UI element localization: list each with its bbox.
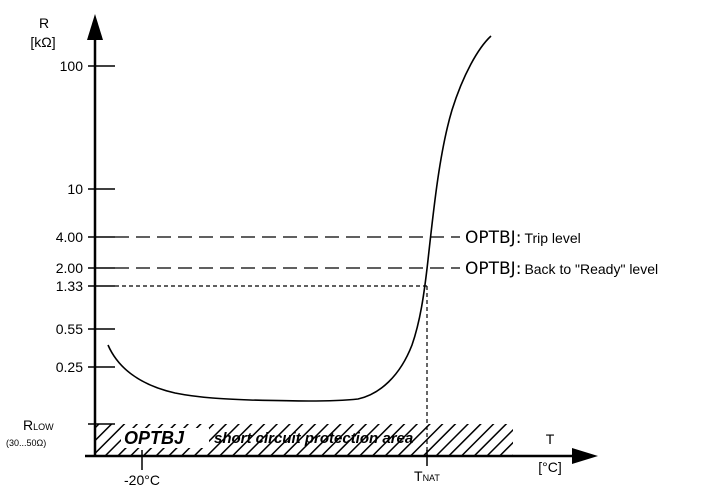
trip-level-text: Trip level: [524, 230, 580, 246]
y-tick-label: 1.33: [56, 278, 83, 294]
y-axis-unit: [kΩ]: [30, 34, 55, 50]
hatched-label-bg: [121, 428, 209, 448]
x-axis-arrow: [572, 448, 598, 464]
tnat-main: T: [414, 468, 423, 484]
r-low-sub: LOW: [33, 422, 54, 432]
r-low-label: RLOW: [23, 417, 54, 433]
y-tick-label: 0.25: [56, 359, 83, 375]
x-axis-label: T: [546, 431, 555, 447]
x-ticks: -20°C TNAT: [124, 450, 440, 488]
ready-level-text: Back to "Ready" level: [524, 261, 658, 277]
trip-level-annotation: OPTBJ: Trip level: [465, 228, 581, 248]
x-tick-label: -20°C: [124, 472, 160, 488]
y-axis-label: R: [39, 15, 49, 31]
y-axis-arrow: [87, 14, 103, 40]
hatched-area-text: short circuit protection area: [214, 430, 413, 447]
y-tick-label: 10: [67, 181, 83, 197]
y-ticks: 100 10 4.00 2.00 1.33 0.55 0.25 RLOW (30…: [6, 58, 115, 448]
ready-level-sep: :: [516, 259, 522, 279]
y-tick-label: 100: [60, 58, 84, 74]
r-low-range: (30...50Ω): [6, 438, 46, 448]
ready-level-code: OPTBJ: [465, 259, 516, 279]
trip-level-sep: :: [516, 228, 522, 248]
y-tick-label: 4.00: [56, 229, 83, 245]
y-tick-label: 0.55: [56, 321, 83, 337]
ready-level-annotation: OPTBJ: Back to "Ready" level: [465, 259, 658, 279]
x-tick-label: TNAT: [414, 468, 440, 484]
tnat-sub: NAT: [423, 473, 441, 483]
x-axis-unit: [°C]: [538, 459, 562, 475]
y-tick-label: 2.00: [56, 260, 83, 276]
hatched-area-code: OPTBJ: [124, 428, 185, 448]
r-low-main: R: [23, 417, 33, 433]
ptc-curve: [107, 35, 492, 402]
trip-level-code: OPTBJ: [465, 228, 516, 248]
